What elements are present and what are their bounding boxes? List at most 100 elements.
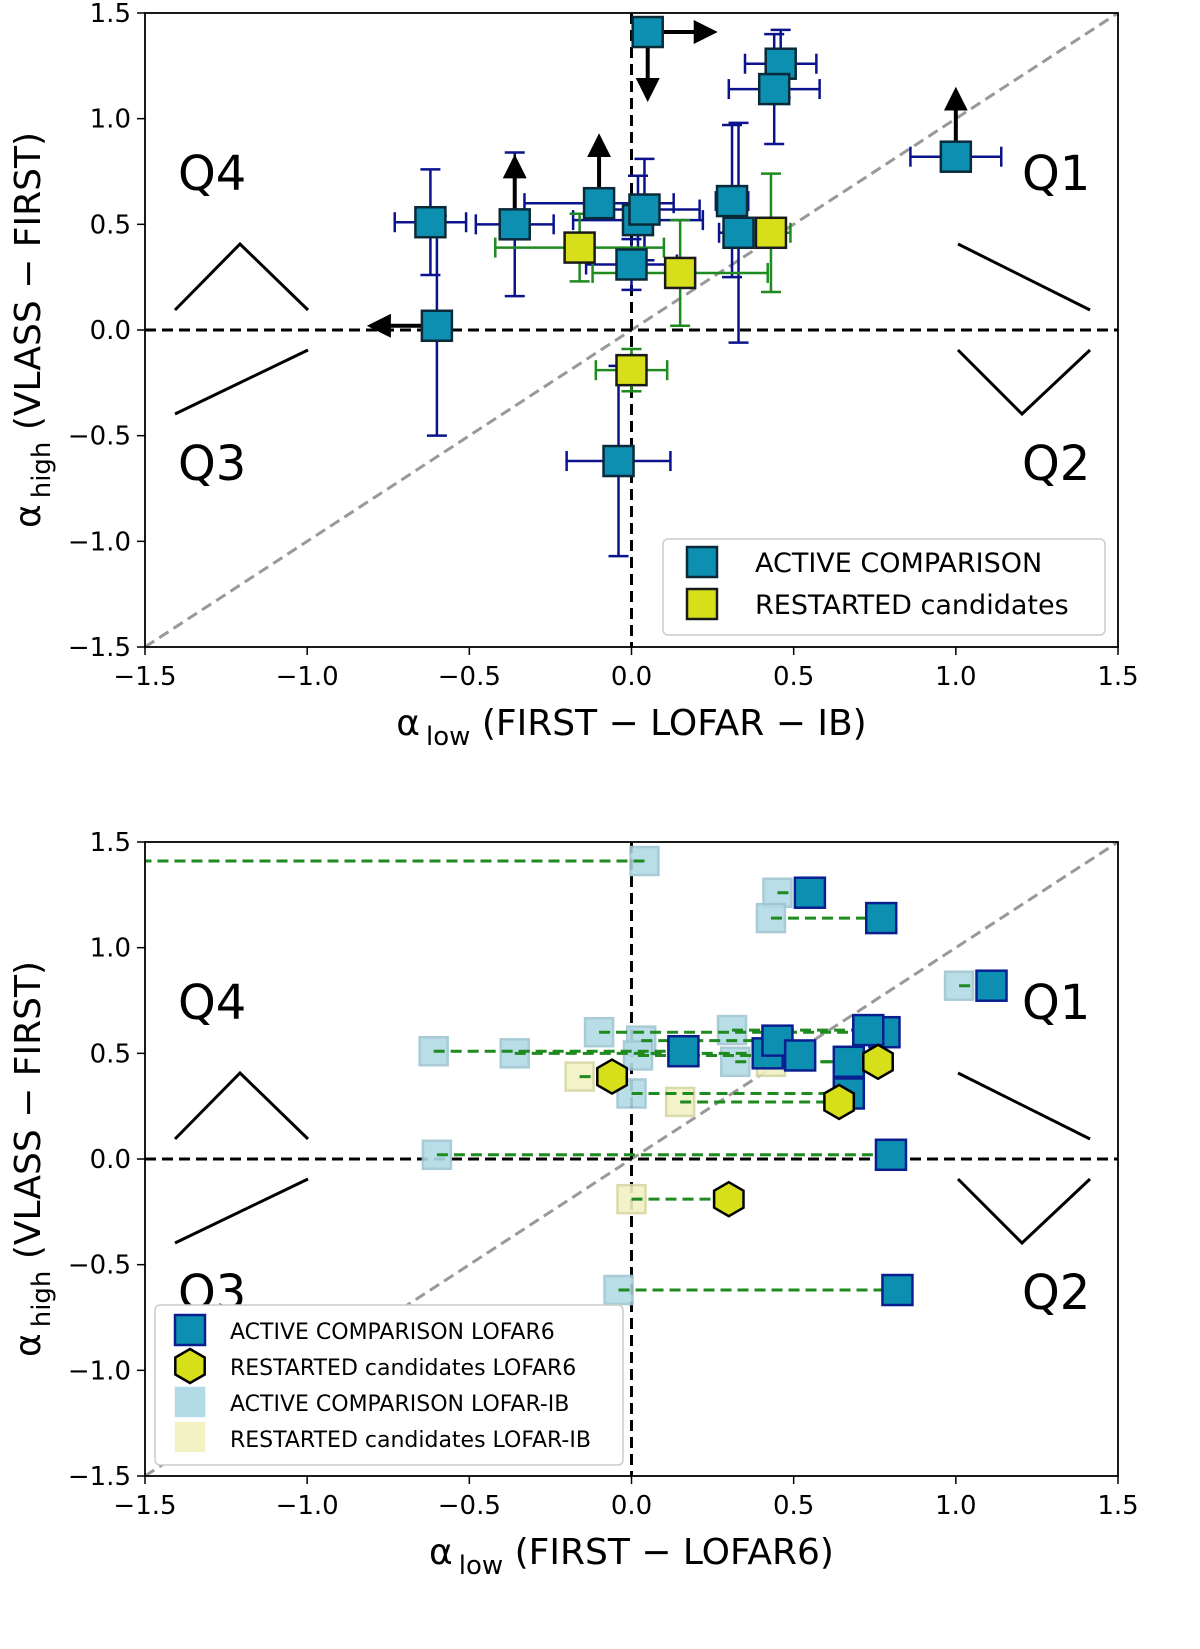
legend-marker-active — [685, 545, 719, 579]
y-axis-label: α high (VLASS − FIRST) — [8, 132, 57, 528]
legend-entry: ACTIVE COMPARISON LOFAR6 — [230, 1320, 555, 1345]
active-comparison-marker — [420, 309, 454, 343]
legend-box — [662, 538, 1106, 636]
legend-entry: RESTARTED candidates LOFAR-IB — [230, 1428, 591, 1453]
x-tick-label: 0.0 — [611, 1491, 652, 1521]
legend-marker-active-lofar6 — [173, 1313, 207, 1347]
x-tick-label: 0.5 — [773, 662, 814, 692]
y-tick-label: 1.5 — [90, 828, 131, 858]
restarted-candidate-marker — [563, 231, 596, 264]
q3-shape-icon — [174, 348, 309, 416]
quadrant-label-q4: Q4 — [178, 146, 246, 202]
active-comparison-lofar6-marker — [881, 1273, 914, 1307]
legend-marker-restarted-lofar6 — [174, 1347, 206, 1385]
quadrant-label-q2: Q2 — [1022, 1265, 1090, 1321]
y-axis-label-symbol: α — [8, 504, 49, 528]
x-axis-label-subscript: low — [459, 1551, 503, 1581]
y-tick-label: −0.5 — [68, 422, 131, 452]
legend: ACTIVE COMPARISON LOFAR6 RESTARTED candid… — [154, 1304, 624, 1466]
x-tick-label: −1.5 — [113, 662, 176, 692]
active-comparison-marker — [631, 15, 664, 49]
active-comparison-lofar6-marker — [864, 901, 898, 935]
x-axis-label: α low (FIRST − LOFAR6) — [429, 1532, 834, 1581]
active-comparison-lofar6-marker — [975, 969, 1008, 1002]
active-comparison-marker — [757, 72, 791, 106]
restarted-candidate-marker — [754, 216, 788, 250]
x-tick-label: 1.0 — [935, 662, 976, 692]
legend-marker-restarted — [685, 587, 719, 621]
x-axis-label: α low (FIRST − LOFAR − IB) — [396, 703, 866, 752]
active-comparison-marker — [939, 140, 973, 173]
x-tick-label: −1.0 — [276, 662, 339, 692]
active-comparison-marker — [582, 186, 616, 220]
q4-shape-icon — [173, 1070, 310, 1141]
legend-box — [154, 1304, 624, 1466]
active-comparison-marker — [722, 216, 755, 250]
top-panel: Q1 Q2 Q3 Q4 −1.5 −1.0 −0.5 0.0 0.5 1.0 1.5 −1.5 −1.0… — [8, 0, 1139, 752]
y-tick-label: −1.5 — [68, 1462, 131, 1492]
legend: ACTIVE COMPARISON RESTARTED candidates — [662, 538, 1106, 636]
active-comparison-lofar6-marker — [783, 1039, 817, 1072]
y-tick-label: −1.0 — [68, 527, 131, 557]
y-tick-label: 0.0 — [90, 1145, 131, 1175]
x-tick-label: 0.5 — [773, 1491, 814, 1521]
active-comparison-marker — [602, 444, 635, 478]
x-tick-label: −0.5 — [438, 662, 501, 692]
y-tick-label: 1.5 — [90, 0, 131, 29]
active-comparison-lofar6-marker — [667, 1034, 700, 1068]
y-tick-label: 0.5 — [90, 1039, 131, 1069]
y-axis-label-subscript: high — [27, 442, 57, 499]
restarted-candidate-lofar6-marker — [862, 1043, 894, 1081]
y-tick-label: −1.5 — [68, 633, 131, 663]
y-tick-label: −1.0 — [68, 1356, 131, 1386]
restarted-candidate-lofar6-marker — [823, 1083, 856, 1121]
y-axis-label-text: (VLASS − FIRST) — [8, 961, 49, 1271]
q1-shape-icon — [957, 242, 1091, 312]
quadrant-label-q1: Q1 — [1022, 146, 1090, 202]
quadrant-label-q3: Q3 — [178, 436, 246, 492]
x-axis-label-subscript: low — [426, 722, 470, 752]
x-tick-label: 1.0 — [935, 1491, 976, 1521]
x-axis-label-text: (FIRST − LOFAR6) — [503, 1532, 834, 1573]
q1-shape-icon — [957, 1071, 1091, 1141]
quadrant-label-q1: Q1 — [1022, 975, 1090, 1031]
active-comparison-marker — [414, 205, 447, 239]
y-axis-label-symbol: α — [8, 1333, 49, 1357]
y-tick-label: 1.0 — [90, 105, 131, 135]
x-axis-label-symbol: α — [429, 1532, 453, 1573]
x-tick-label: 0.0 — [611, 662, 652, 692]
y-tick-label: 1.0 — [90, 934, 131, 964]
y-axis-label: α high (VLASS − FIRST) — [8, 961, 57, 1357]
restarted-candidate-lofar6-marker — [712, 1180, 745, 1218]
active-comparison-marker — [628, 193, 661, 226]
x-tick-label: −1.0 — [276, 1491, 339, 1521]
y-tick-label: 0.0 — [90, 316, 131, 346]
x-axis-label-symbol: α — [396, 703, 420, 744]
legend-entry: ACTIVE COMPARISON — [755, 548, 1042, 579]
legend-marker-restarted-lofar-ib — [174, 1421, 206, 1453]
restarted-candidate-lofar6-marker — [596, 1058, 629, 1096]
y-axis-label-text: (VLASS − FIRST) — [8, 132, 49, 442]
legend-entry: RESTARTED candidates — [755, 590, 1069, 621]
restarted-candidate-marker — [615, 353, 648, 387]
x-tick-label: −1.5 — [113, 1491, 176, 1521]
active-comparison-lofar6-marker — [832, 1045, 866, 1079]
y-tick-label: −0.5 — [68, 1251, 131, 1281]
x-tick-label: −0.5 — [438, 1491, 501, 1521]
legend-entry: ACTIVE COMPARISON LOFAR-IB — [230, 1392, 569, 1417]
active-comparison-lofar6-marker — [852, 1013, 885, 1047]
x-axis-label-text: (FIRST − LOFAR − IB) — [470, 703, 866, 744]
active-comparison-marker — [498, 208, 531, 241]
x-tick-label: 1.5 — [1097, 1491, 1138, 1521]
legend-marker-active-lofar-ib — [174, 1386, 206, 1418]
quadrant-label-q2: Q2 — [1022, 436, 1090, 492]
y-axis-label-subscript: high — [27, 1271, 57, 1328]
active-comparison-marker — [615, 248, 648, 281]
x-tick-label: 1.5 — [1097, 662, 1138, 692]
q3-shape-icon — [174, 1177, 309, 1245]
quadrant-label-q4: Q4 — [178, 975, 246, 1031]
y-tick-label: 0.5 — [90, 210, 131, 240]
active-comparison-marker — [715, 184, 749, 218]
q2-shape-icon — [956, 348, 1092, 417]
